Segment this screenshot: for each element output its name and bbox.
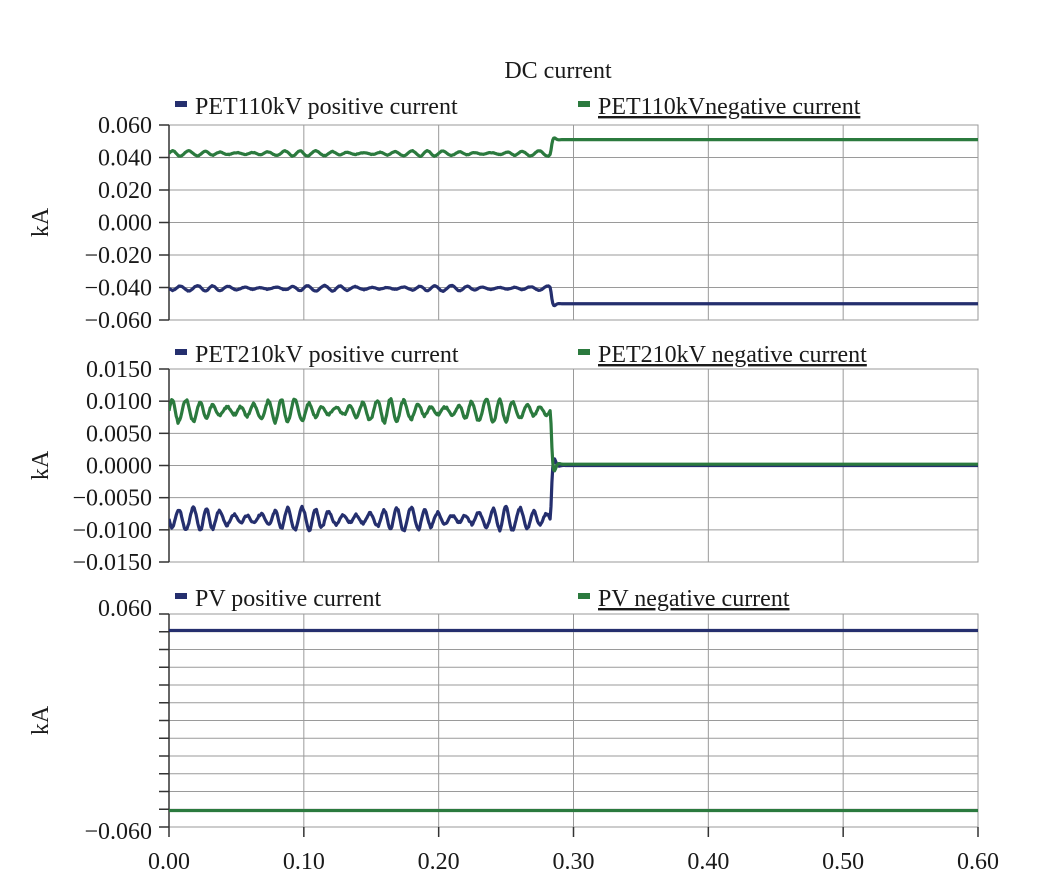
- legend-entry: PV positive current: [175, 586, 382, 612]
- legend-swatch: [175, 101, 187, 107]
- y-tick-label: −0.0100: [72, 518, 152, 544]
- legend-label: PV negative current: [598, 586, 790, 612]
- x-tick-label: 0.20: [418, 849, 460, 875]
- panels: 0.060 0.040 0.020 0.000 −0.020 −0.040 −0.060 kA…: [28, 94, 979, 845]
- x-tick-label: 0.60: [957, 849, 999, 875]
- legend-label: PET110kVnegative current: [598, 94, 861, 120]
- x-tick-label: 0.00: [148, 849, 190, 875]
- y-tick-label: 0.0050: [86, 421, 152, 447]
- y-tick-label: 0.000: [98, 211, 152, 237]
- y-tick-label: −0.0050: [72, 486, 152, 512]
- legend-swatch: [175, 349, 187, 355]
- legend-label: PET210kV negative current: [598, 342, 867, 368]
- legend-swatch: [578, 101, 590, 107]
- legend-swatch: [578, 349, 590, 355]
- y-axis-label: kA: [28, 705, 54, 735]
- legend-entry: PET110kVnegative current: [578, 94, 861, 120]
- x-axis: 0.00 0.10 0.20 0.30 0.40 0.50 0.60: [148, 827, 999, 875]
- legend-swatch: [175, 593, 187, 599]
- y-tick-label: −0.0150: [72, 550, 152, 576]
- y-tick-label: 0.0000: [86, 454, 152, 480]
- legend-entry: PV negative current: [578, 586, 790, 612]
- y-tick-label: −0.040: [84, 276, 152, 302]
- panel-2: 0.0150 0.0100 0.0050 0.0000 −0.0050 −0.0100 −0…: [28, 342, 979, 576]
- legend-label: PET110kV positive current: [195, 94, 458, 120]
- legend-entry: PET210kV negative current: [578, 342, 867, 368]
- y-tick-label: 0.020: [98, 178, 152, 204]
- y-tick-label: 0.060: [98, 596, 152, 622]
- x-tick-label: 0.10: [283, 849, 325, 875]
- legend-entry: PET110kV positive current: [175, 94, 458, 120]
- series-line-negative: [169, 136, 978, 159]
- y-tick-label: 0.0100: [86, 389, 152, 415]
- legend-swatch: [578, 593, 590, 599]
- y-tick-label: 0.040: [98, 146, 152, 172]
- legend-entry: PET210kV positive current: [175, 342, 459, 368]
- y-tick-label: 0.060: [98, 113, 152, 139]
- x-tick-label: 0.30: [553, 849, 595, 875]
- y-tick-label: −0.020: [84, 243, 152, 269]
- legend-label: PET210kV positive current: [195, 342, 459, 368]
- x-tick-label: 0.50: [822, 849, 864, 875]
- series-line-positive: [169, 283, 978, 308]
- y-tick-label: −0.060: [84, 308, 152, 334]
- y-axis-label: kA: [28, 207, 54, 237]
- panel-1: 0.060 0.040 0.020 0.000 −0.020 −0.040 −0.060 kA…: [28, 94, 979, 334]
- x-tick-label: 0.40: [687, 849, 729, 875]
- panel-3: 0.060 −0.060 kA PV positive current PV negat…: [28, 586, 979, 845]
- chart-title: DC current: [504, 58, 612, 84]
- y-axis-label: kA: [28, 450, 54, 480]
- series-line-negative: [169, 397, 978, 473]
- legend-label: PV positive current: [195, 586, 382, 612]
- y-tick-label: 0.0150: [86, 357, 152, 383]
- y-tick-label: −0.060: [84, 819, 152, 845]
